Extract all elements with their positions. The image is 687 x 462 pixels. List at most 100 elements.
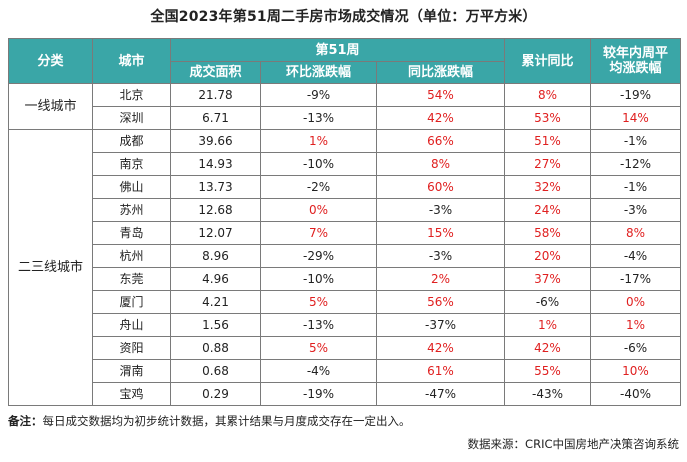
- table-row: 东莞 4.96 -10% 2% 37% -17%: [9, 267, 681, 291]
- category-cell: 一线城市: [8, 83, 93, 130]
- avg-change-cell: -4%: [590, 244, 681, 268]
- data-source: 数据来源：CRIC中国房地产决策咨询系统: [467, 437, 679, 451]
- header-cumulative: 累计同比: [504, 38, 591, 84]
- page-title: 全国2023年第51周二手房市场成交情况（单位：万平方米）: [150, 9, 537, 25]
- yoy-cell: 2%: [376, 267, 505, 291]
- mom-cell: -10%: [260, 152, 377, 176]
- cumulative-cell: 27%: [504, 152, 591, 176]
- header-category: 分类: [8, 38, 93, 84]
- cumulative-cell: 37%: [504, 267, 591, 291]
- city-cell: 苏州: [92, 198, 171, 222]
- city-cell: 资阳: [92, 336, 171, 360]
- footnote-label: 备注：: [8, 414, 43, 428]
- yoy-cell: 54%: [376, 83, 505, 107]
- mom-cell: 5%: [260, 290, 377, 314]
- table-row: 资阳 0.88 5% 42% 42% -6%: [9, 336, 681, 360]
- table-row: 一线城市 北京 21.78 -9% 54% 8% -19%: [8, 83, 681, 130]
- area-cell: 8.96: [170, 244, 261, 268]
- city-cell: 厦门: [92, 290, 171, 314]
- header-avg: 较年内周平 均涨跌幅: [590, 38, 681, 84]
- header-mom: 环比涨跌幅: [260, 61, 377, 84]
- avg-change-cell: -17%: [590, 267, 681, 291]
- avg-change-cell: -1%: [590, 175, 681, 199]
- area-cell: 39.66: [170, 129, 261, 153]
- cumulative-cell: 24%: [504, 198, 591, 222]
- header-avg-line1: 较年内周平: [602, 46, 668, 61]
- table-row: 宝鸡 0.29 -19% -47% -43% -40%: [9, 382, 681, 406]
- city-cell: 青岛: [92, 221, 171, 245]
- area-cell: 12.07: [170, 221, 261, 245]
- city-cell: 北京: [92, 83, 171, 107]
- city-cell: 宝鸡: [92, 382, 171, 406]
- cumulative-cell: 1%: [504, 313, 591, 337]
- yoy-cell: 56%: [376, 290, 505, 314]
- city-cell: 佛山: [92, 175, 171, 199]
- mom-cell: -19%: [260, 382, 377, 406]
- mom-cell: -13%: [260, 313, 377, 337]
- cumulative-cell: 55%: [504, 359, 591, 383]
- yoy-cell: 60%: [376, 175, 505, 199]
- city-cell: 南京: [92, 152, 171, 176]
- area-cell: 0.88: [170, 336, 261, 360]
- city-cell: 深圳: [92, 106, 171, 130]
- mom-cell: 7%: [260, 221, 377, 245]
- cumulative-cell: 8%: [504, 83, 591, 107]
- yoy-cell: 8%: [376, 152, 505, 176]
- mom-cell: 0%: [260, 198, 377, 222]
- cumulative-cell: 58%: [504, 221, 591, 245]
- category-cell: 二三线城市: [8, 129, 93, 406]
- avg-change-cell: 10%: [590, 359, 681, 383]
- header-city: 城市: [92, 38, 171, 84]
- table-row: 渭南 0.68 -4% 61% 55% 10%: [9, 359, 681, 383]
- header-area: 成交面积: [170, 61, 261, 84]
- table-row: 杭州 8.96 -29% -3% 20% -4%: [9, 244, 681, 268]
- city-cell: 成都: [92, 129, 171, 153]
- footnote: 备注：每日成交数据均为初步统计数据，其累计结果与月度成交存在一定出入。: [8, 413, 411, 429]
- yoy-cell: -37%: [376, 313, 505, 337]
- yoy-cell: 61%: [376, 359, 505, 383]
- yoy-cell: 42%: [376, 336, 505, 360]
- transaction-table: 分类 城市 第51周 累计同比 较年内周平 均涨跌幅 成交面积 环比涨跌幅 同比…: [8, 38, 681, 406]
- yoy-cell: -3%: [376, 198, 505, 222]
- yoy-cell: 42%: [376, 106, 505, 130]
- table-row: 二三线城市 成都 39.66 1% 66% 51% -1%: [8, 129, 681, 406]
- cumulative-cell: -43%: [504, 382, 591, 406]
- avg-change-cell: 14%: [590, 106, 681, 130]
- table-row: 佛山 13.73 -2% 60% 32% -1%: [9, 175, 681, 199]
- table-row: 苏州 12.68 0% -3% 24% -3%: [9, 198, 681, 222]
- avg-change-cell: -19%: [590, 83, 681, 107]
- avg-change-cell: -1%: [590, 129, 681, 153]
- area-cell: 4.96: [170, 267, 261, 291]
- table-row: 深圳 6.71 -13% 42% 53% 14%: [9, 106, 681, 130]
- area-cell: 21.78: [170, 83, 261, 107]
- mom-cell: 1%: [260, 129, 377, 153]
- area-cell: 6.71: [170, 106, 261, 130]
- avg-change-cell: -3%: [590, 198, 681, 222]
- table-row: 南京 14.93 -10% 8% 27% -12%: [9, 152, 681, 176]
- city-cell: 渭南: [92, 359, 171, 383]
- yoy-cell: -3%: [376, 244, 505, 268]
- yoy-cell: 66%: [376, 129, 505, 153]
- avg-change-cell: -40%: [590, 382, 681, 406]
- mom-cell: 5%: [260, 336, 377, 360]
- table-body: 一线城市 北京 21.78 -9% 54% 8% -19% 深圳 6.71 -13% 42% 53% 1…: [8, 83, 681, 406]
- mom-cell: -9%: [260, 83, 377, 107]
- cumulative-cell: 42%: [504, 336, 591, 360]
- city-cell: 东莞: [92, 267, 171, 291]
- cumulative-cell: 53%: [504, 106, 591, 130]
- mom-cell: -2%: [260, 175, 377, 199]
- area-cell: 0.29: [170, 382, 261, 406]
- header-week-group: 第51周: [170, 38, 505, 62]
- city-cell: 杭州: [92, 244, 171, 268]
- cumulative-cell: 32%: [504, 175, 591, 199]
- table-row: 舟山 1.56 -13% -37% 1% 1%: [9, 313, 681, 337]
- area-cell: 12.68: [170, 198, 261, 222]
- avg-change-cell: -12%: [590, 152, 681, 176]
- yoy-cell: -47%: [376, 382, 505, 406]
- cumulative-cell: 20%: [504, 244, 591, 268]
- mom-cell: -13%: [260, 106, 377, 130]
- avg-change-cell: 1%: [590, 313, 681, 337]
- city-cell: 舟山: [92, 313, 171, 337]
- mom-cell: -4%: [260, 359, 377, 383]
- table-row: 青岛 12.07 7% 15% 58% 8%: [9, 221, 681, 245]
